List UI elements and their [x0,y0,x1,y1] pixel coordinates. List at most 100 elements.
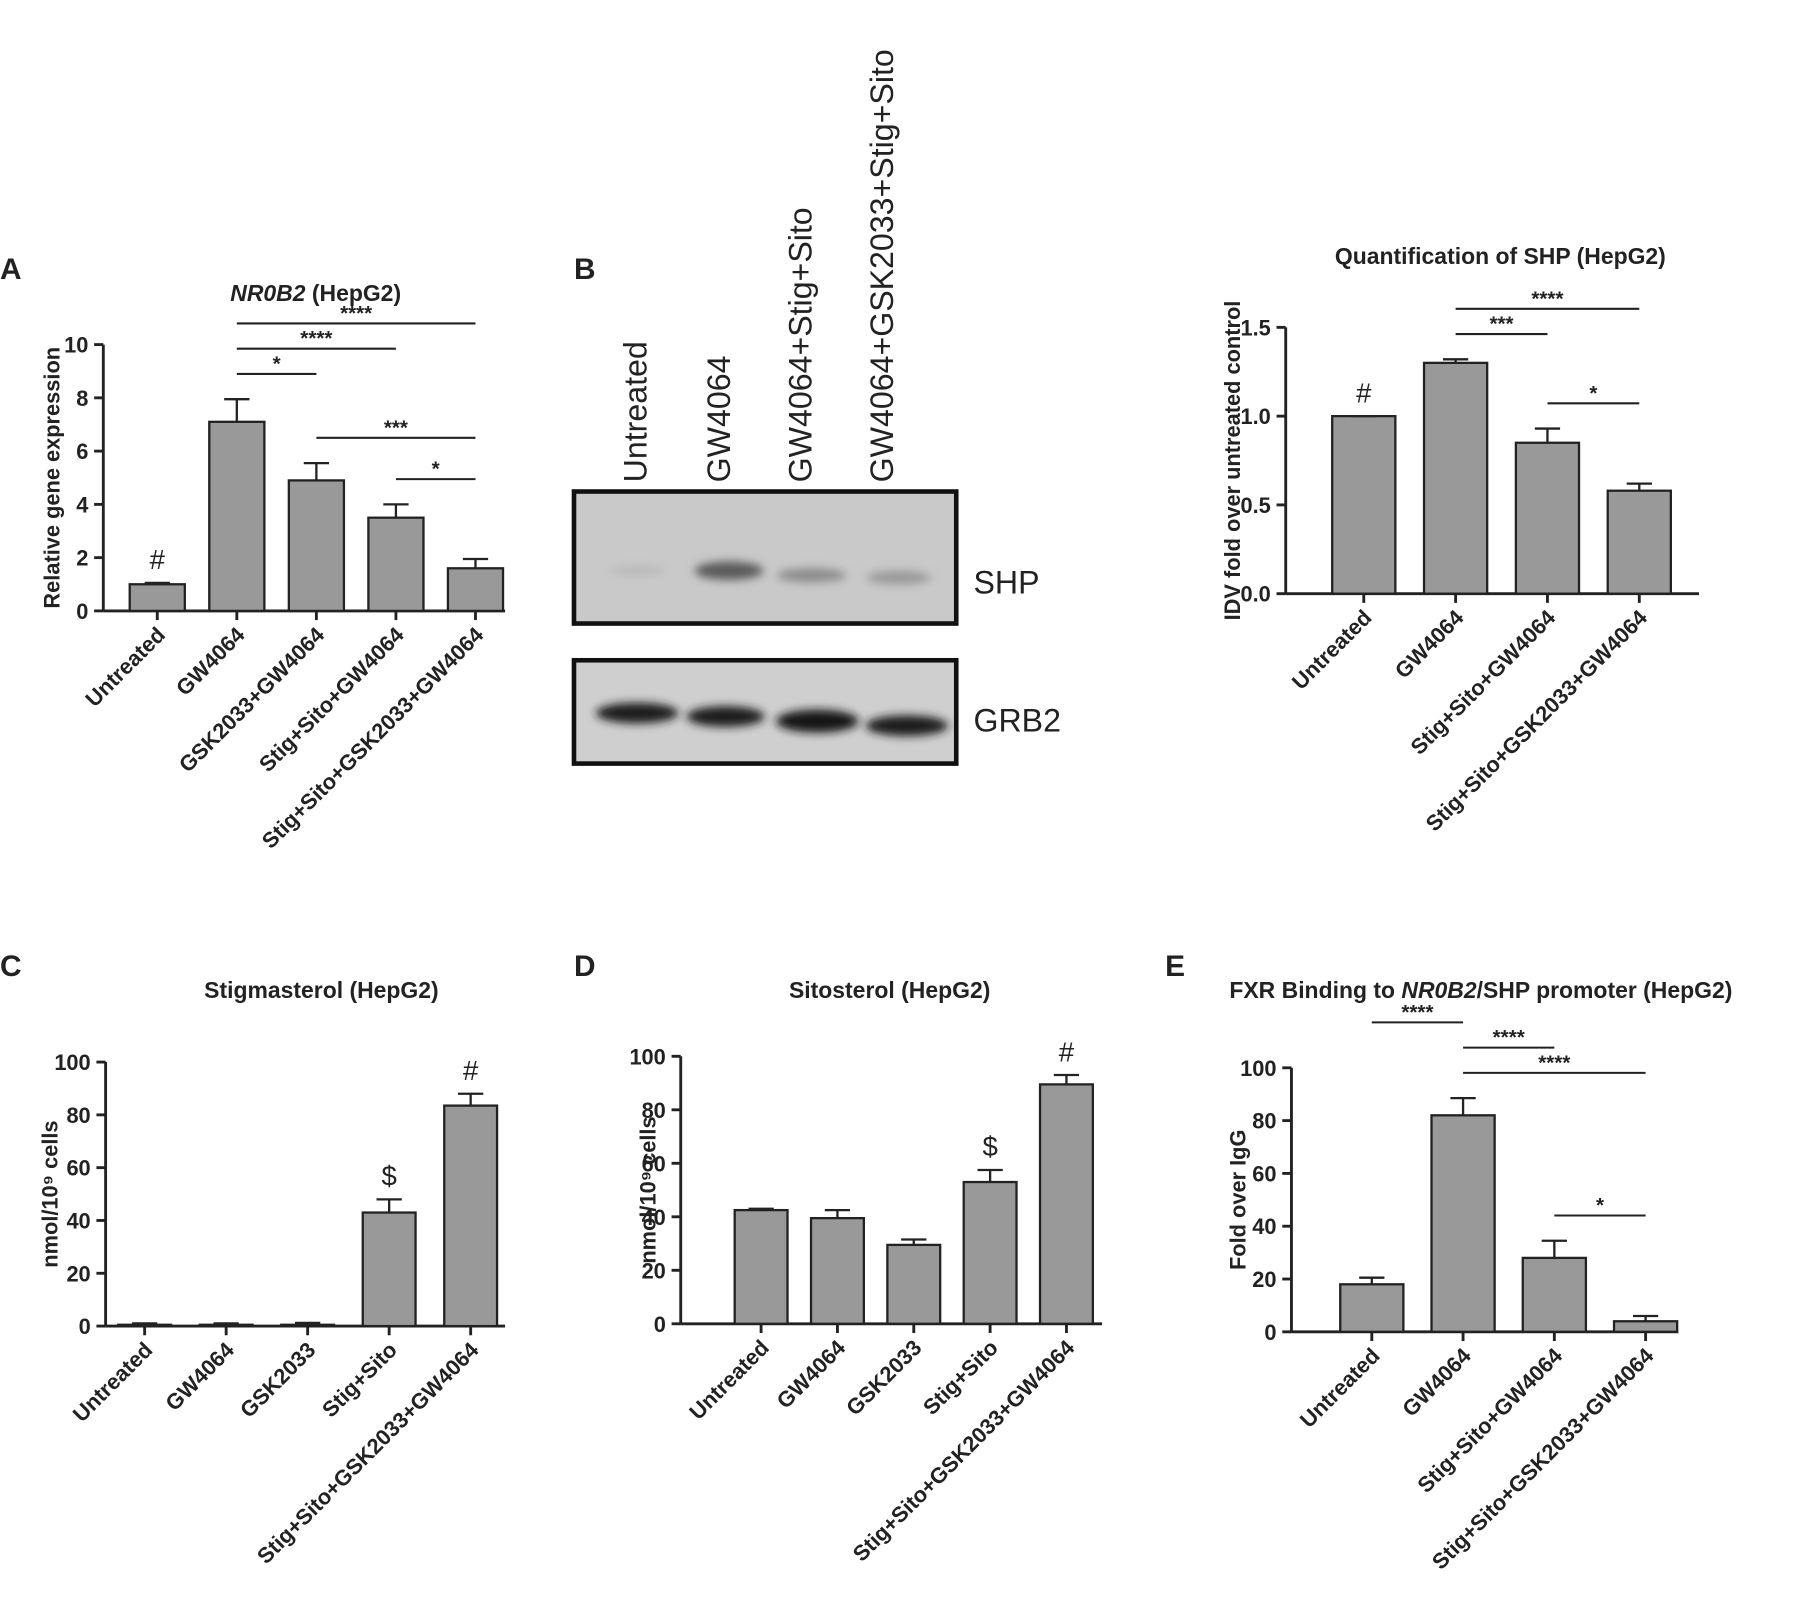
error-bar [458,1092,484,1106]
error-bar [901,1238,927,1245]
error-bar [1626,482,1652,491]
panel-letter: B [574,253,596,286]
blot-frame [571,489,959,626]
bar [1606,489,1673,595]
bar [1038,1083,1095,1325]
lane-label: GW4064+Stig+Sito [783,207,819,482]
x-tick-label: GSK2033+GW4064 [174,622,329,777]
y-tick-label: 0.0 [1240,582,1270,607]
y-axis-label: Fold over IgG [1226,1130,1251,1270]
band [777,568,847,583]
x-tick-label: Untreated [68,1337,158,1427]
chart-title: Quantification of SHP (HepG2) [1335,243,1666,269]
significance-marker: $ [381,1161,396,1192]
bar [809,1216,865,1325]
error-bar [383,503,409,518]
band [608,566,666,576]
bar [287,479,346,613]
y-tick-label: 20 [1252,1267,1276,1292]
y-tick-label: 60 [1252,1161,1276,1186]
significance-label: **** [300,327,333,350]
y-axis-label: IDV fold over untreated control [1220,301,1245,621]
bar [198,1323,254,1328]
error-bar [376,1198,402,1213]
y-tick-label: 0 [1264,1320,1276,1345]
x-tick-label: GW4064 [171,622,250,701]
significance-marker: # [1356,377,1372,408]
y-tick-label: 1.5 [1240,315,1270,340]
bar [443,1104,499,1328]
y-tick-label: 40 [1252,1214,1276,1239]
y-tick-label: 60 [66,1156,90,1181]
error-bar [224,398,250,422]
y-tick-label: 8 [76,386,88,411]
band [595,702,679,724]
band-label: SHP [973,565,1039,601]
error-bar [1359,1276,1385,1285]
panel-letter: C [0,950,22,983]
bar [1331,414,1397,595]
y-tick-label: 0 [654,1312,666,1337]
y-tick-label: 100 [1240,1056,1276,1081]
significance-label: * [1596,1194,1605,1217]
title-part: /SHP promoter (HepG2) [1477,977,1733,1003]
bar [117,1323,173,1328]
chart-title: NR0B2 (HepG2) [230,280,401,306]
title-part: Stigmasterol (HepG2) [204,977,439,1003]
significance-marker: # [1059,1036,1075,1067]
y-tick-label: 40 [642,1205,666,1230]
error-bar [213,1322,239,1325]
x-tick-label: Untreated [1295,1343,1385,1433]
y-tick-label: 1.0 [1240,404,1270,429]
significance-label: * [273,352,282,375]
error-bar [295,1321,321,1325]
error-bar [1541,1239,1567,1258]
bar [1430,1114,1496,1333]
y-tick-label: 60 [642,1151,666,1176]
bar [361,1211,417,1328]
error-bar [1632,1314,1659,1322]
panel-letter: E [1165,950,1185,983]
lane-label: GW4064 [701,356,737,483]
bar [1612,1320,1679,1333]
title-part: Sitosterol (HepG2) [789,977,990,1003]
bar [886,1243,942,1325]
significance-marker: $ [982,1131,997,1162]
error-bar [144,581,170,585]
y-tick-label: 80 [66,1103,90,1128]
band [776,709,859,733]
lane-label: Untreated [617,341,653,482]
y-tick-label: 100 [629,1044,665,1069]
panel-letter: A [0,253,22,286]
blot [571,489,959,766]
x-tick-label: GW4064 [1397,1343,1476,1422]
x-tick-label: Stig+Sito+GW4064 [254,622,409,777]
y-axis-label: nmol/10⁹ cells [635,1116,660,1263]
y-tick-label: 0.5 [1240,493,1270,518]
x-tick-label: Untreated [1287,605,1377,695]
error-bar [748,1207,774,1211]
y-tick-label: 6 [76,439,88,464]
lane-label: GW4064+GSK2033+Stig+Sito [864,49,900,482]
x-tick-label: GW4064 [160,1337,239,1416]
significance-label: **** [340,302,373,325]
error-bar [1450,1097,1476,1116]
bar [962,1180,1018,1325]
y-tick-label: 2 [76,546,88,571]
y-tick-label: 80 [642,1098,666,1123]
title-part: FXR Binding to [1229,977,1401,1003]
error-bar [303,461,330,481]
error-bar [1442,358,1469,363]
x-tick-label: GW4064 [1390,605,1469,684]
error-bar [977,1168,1003,1183]
bar [208,420,266,613]
x-tick-label: GSK2033 [841,1335,926,1420]
title-part: NR0B2 [230,280,305,306]
significance-label: **** [1401,1001,1434,1024]
chart-title: FXR Binding to NR0B2/SHP promoter (HepG2… [1229,977,1732,1003]
x-tick-label: Stig+Sito [317,1337,402,1422]
bar [1422,361,1489,595]
y-axis-label: nmol/10⁹ cells [37,1120,62,1267]
band [686,706,765,727]
